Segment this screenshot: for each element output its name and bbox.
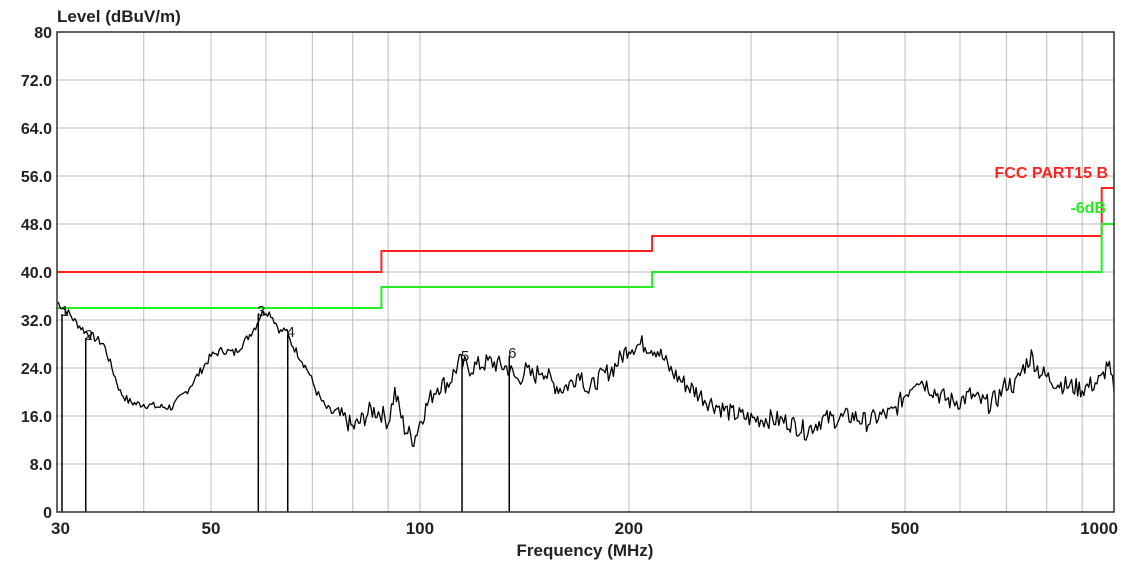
marker-label-3: 3: [257, 303, 265, 320]
x-tick-label: 100: [406, 519, 434, 538]
limit-line-0: [57, 187, 1114, 273]
y-tick-label: 72.0: [21, 73, 52, 90]
legend-label-1: -6dB: [1070, 200, 1106, 217]
y-tick-label: 32.0: [21, 313, 52, 330]
y-axis-title: Level (dBuV/m): [57, 7, 181, 26]
axis-ticks: 0 8.0 16.0 24.0 32.0 40.0 48.0 56.0 64.0 72.0 80 30…: [21, 25, 1118, 538]
y-tick-label: 56.0: [21, 169, 52, 186]
limit-legend: FCC PART15 B -6dB: [995, 165, 1109, 217]
y-tick-label: 24.0: [21, 361, 52, 378]
y-tick-label: 0: [43, 505, 52, 522]
legend-label-0: FCC PART15 B: [995, 165, 1109, 182]
limit-line-1: [57, 223, 1114, 309]
y-tick-label: 8.0: [30, 457, 52, 474]
y-tick-label: 48.0: [21, 217, 52, 234]
y-tick-label: 40.0: [21, 265, 52, 282]
y-tick-label: 80: [34, 25, 52, 42]
y-tick-label: 16.0: [21, 409, 52, 426]
x-axis-title: Frequency (MHz): [517, 541, 654, 560]
marker-label-6: 6: [508, 345, 516, 362]
marker-label-4: 4: [287, 324, 295, 341]
x-tick-label: 1000: [1080, 519, 1118, 538]
x-tick-label: 50: [202, 519, 221, 538]
x-tick-label: 30: [51, 519, 70, 538]
plot-frame: [56, 31, 1115, 513]
y-tick-label: 64.0: [21, 121, 52, 138]
measurement-trace: [56, 301, 1115, 448]
x-tick-label: 200: [615, 519, 643, 538]
measurement-trace-group: [56, 301, 1115, 448]
x-tick-label: 500: [891, 519, 919, 538]
marker-label-1: 1: [61, 303, 69, 320]
limit-lines: [57, 187, 1114, 309]
